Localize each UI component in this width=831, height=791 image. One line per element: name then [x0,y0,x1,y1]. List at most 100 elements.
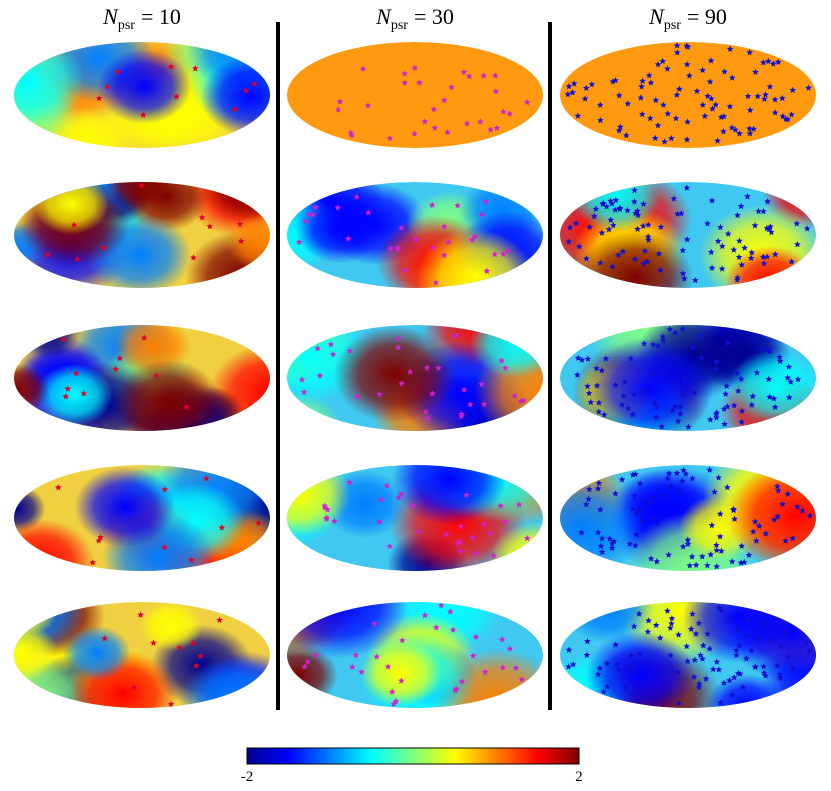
pulsar-star [625,405,632,412]
pulsar-star [446,608,454,615]
pulsar-star [612,381,619,388]
map-background [560,42,816,148]
pulsar-star [693,87,701,95]
pulsar-star [452,332,460,339]
pulsar-star [660,101,667,108]
pulsar-star [733,651,740,659]
pulsar-star [779,94,786,102]
pulsar-star [722,390,729,397]
pulsar-star [376,518,383,525]
map-blob [46,107,133,148]
pulsar-star [726,45,734,52]
pulsar-star [569,661,577,668]
map-blob [74,466,176,548]
pulsar-star [746,130,754,137]
pulsar-star [55,484,62,491]
pulsar-star [698,354,705,361]
pulsar-star [675,699,683,707]
pulsar-star [629,471,637,478]
pulsar-star [498,357,505,364]
pulsar-star [736,237,743,244]
pulsar-star [724,339,731,346]
pulsar-star [683,388,691,395]
pulsar-star [699,66,706,74]
pulsar-star [310,211,317,218]
pulsar-star [774,58,782,65]
pulsar-star [724,230,732,237]
pulsar-star [730,505,737,512]
pulsar-star [749,392,757,400]
pulsar-star [721,420,728,428]
pulsar-star [712,365,719,372]
pulsar-star [316,372,324,379]
pulsar-star [713,546,720,554]
pulsar-star [658,423,666,430]
pulsar-star [457,522,465,530]
pulsar-star [683,61,691,68]
map-blob [726,465,816,571]
pulsar-star [629,505,637,512]
pulsar-star [744,193,751,200]
pulsar-star [624,100,632,107]
pulsar-star [679,477,686,484]
pulsar-star [411,64,419,71]
pulsar-star [153,372,160,379]
pulsar-star [771,96,779,103]
pulsar-star [631,255,639,262]
pulsar-star [755,207,762,215]
pulsar-star [697,332,705,339]
pulsar-star [595,408,603,415]
map-blob [200,182,270,224]
pulsar-star [659,333,667,340]
pulsar-star [433,624,440,631]
pulsar-star [101,635,108,642]
pulsar-star [481,668,489,675]
pulsar-star [726,103,734,110]
pulsar-star [709,105,716,112]
pulsar-star [512,664,520,671]
pulsar-star [440,97,448,104]
sky-map [14,602,270,708]
pulsar-star [597,116,604,124]
pulsar-star [736,670,744,677]
pulsar-star [770,516,778,523]
pulsar-star [687,625,695,632]
pulsar-star [449,626,457,633]
pulsar-star [327,341,335,348]
pulsar-star [684,43,692,50]
pulsar-star [585,495,592,503]
pulsar-star [759,253,767,260]
pulsar-star [469,652,477,659]
pulsar-star [695,683,703,691]
pulsar-star [603,203,610,210]
pulsar-star [743,632,751,639]
pulsar-star [415,528,423,535]
pulsar-star [657,266,664,273]
sky-map [287,602,543,708]
pulsar-star [251,80,258,87]
pulsar-star [668,134,675,142]
title-symbol: N [375,4,392,29]
pulsar-star [733,276,741,283]
pulsar-star [664,475,672,482]
map-blob [105,182,173,210]
pulsar-star [585,389,593,397]
pulsar-star [738,542,745,549]
pulsar-star [652,361,659,368]
pulsar-star [729,691,736,699]
pulsar-star [654,342,662,349]
pulsar-star [665,551,672,558]
pulsar-star [612,196,620,203]
map-blob [295,193,383,264]
map-blob [35,363,114,426]
pulsar-star [626,540,634,547]
pulsar-star [764,198,771,205]
pulsar-star [656,634,664,641]
pulsar-star [652,96,660,104]
pulsar-star [769,637,777,644]
pulsar-star [398,380,405,387]
pulsar-star [713,541,720,548]
pulsar-star [597,542,605,549]
pulsar-star [324,506,331,513]
pulsar-star [784,490,792,497]
